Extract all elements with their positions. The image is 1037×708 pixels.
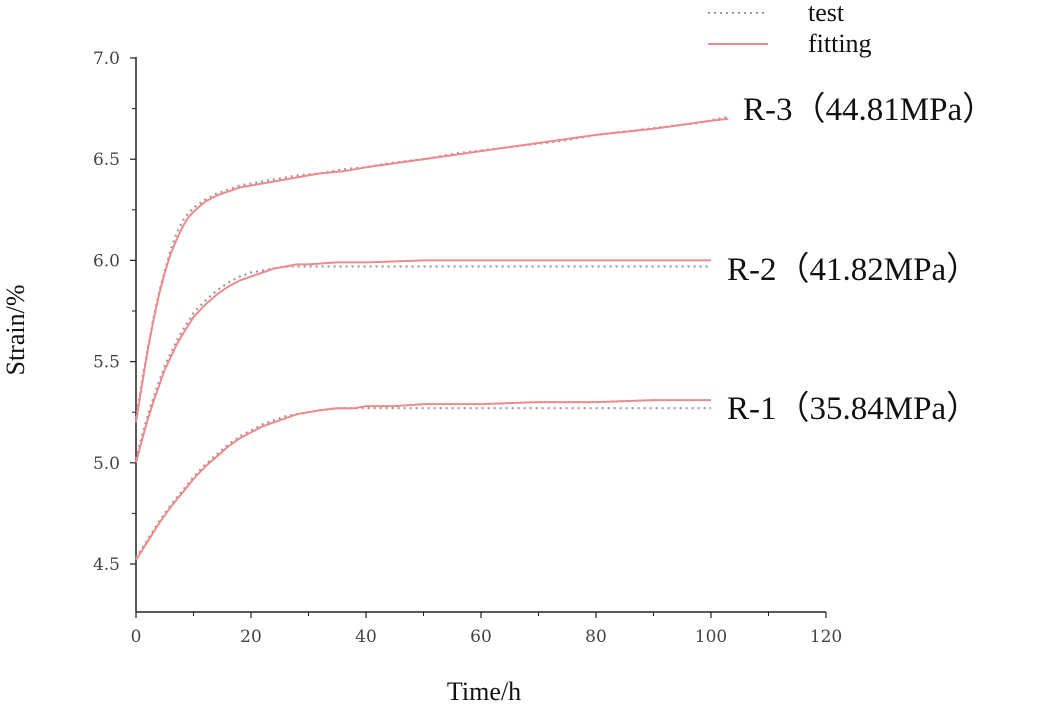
- y-tick-label: 5.5: [93, 353, 120, 373]
- series-r-1-fitting-line: [135, 399, 711, 561]
- series-r-1-test-line: [135, 407, 711, 559]
- x-tick-label: 120: [810, 627, 842, 647]
- legend: test fitting: [708, 0, 872, 58]
- series-r-2-test-line: [134, 265, 711, 460]
- x-tick-label: 40: [355, 627, 377, 647]
- y-tick-label: 4.5: [93, 555, 120, 575]
- y-tick-label: 6.5: [93, 150, 120, 170]
- series-r-2-label: R-2（41.82MPa）: [727, 252, 979, 288]
- ticks: 0 20 40 60 80 100 120 4.5 5.0 5.5 6.0 6.5 7.0: [93, 49, 842, 647]
- x-tick-label: 20: [240, 627, 262, 647]
- axes: [135, 57, 826, 613]
- series-r-1-label: R-1（35.84MPa）: [727, 391, 979, 427]
- x-tick-label: 0: [131, 627, 142, 647]
- legend-test-label: test: [808, 0, 845, 27]
- series-r-3-fitting-line: [135, 117, 729, 423]
- y-tick-label: 5.0: [93, 454, 120, 474]
- x-tick-label: 100: [695, 627, 727, 647]
- x-axis-label: Time/h: [447, 677, 521, 706]
- series-layer: [134, 115, 729, 561]
- series-r-3-test-line: [134, 115, 729, 419]
- legend-fitting-label: fitting: [808, 29, 872, 58]
- series-r-2-fitting-line: [135, 259, 711, 464]
- y-tick-label: 6.0: [93, 251, 120, 271]
- series-labels: R-3（44.81MPa） R-2（41.82MPa） R-1（35.84MPa）: [727, 92, 995, 427]
- y-tick-label: 7.0: [93, 49, 120, 69]
- series-r-3-label: R-3（44.81MPa）: [743, 92, 995, 128]
- x-tick-label: 60: [470, 627, 492, 647]
- x-tick-label: 80: [585, 627, 607, 647]
- y-axis-label: Strain/%: [1, 285, 30, 376]
